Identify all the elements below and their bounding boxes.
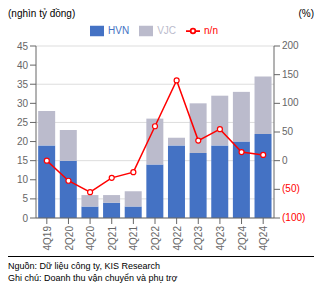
svg-text:4Q24: 4Q24 xyxy=(258,226,269,251)
svg-text:4Q19: 4Q19 xyxy=(42,226,53,251)
svg-text:30: 30 xyxy=(17,98,29,109)
svg-text:40: 40 xyxy=(17,60,29,71)
html-text:HVN: HVN xyxy=(108,24,130,36)
svg-text:5: 5 xyxy=(22,193,28,204)
svg-text:45: 45 xyxy=(17,41,29,52)
html-text:Ghi chú: Doanh thu vận chuyển: Ghi chú: Doanh thu vận chuyển và phụ trợ xyxy=(8,273,178,283)
svg-text:25: 25 xyxy=(17,117,29,128)
svg-text:4Q22: 4Q22 xyxy=(172,226,183,251)
html-text:(nghìn tỷ đồng): (nghìn tỷ đồng) xyxy=(8,8,76,19)
svg-text:4Q21: 4Q21 xyxy=(128,226,139,251)
html-text:Nguồn: Dữ liệu công ty, KIS Re: Nguồn: Dữ liệu công ty, KIS Research xyxy=(8,261,160,271)
html-text:n/n: n/n xyxy=(204,24,218,36)
svg-text:2Q20: 2Q20 xyxy=(64,226,75,251)
svg-text:2Q24: 2Q24 xyxy=(237,226,248,251)
svg-text:0: 0 xyxy=(22,213,28,224)
svg-text:0: 0 xyxy=(282,155,288,166)
svg-text:(50): (50) xyxy=(282,183,300,194)
svg-text:(100): (100) xyxy=(282,212,305,223)
html-text:VJC: VJC xyxy=(157,24,177,36)
svg-text:50: 50 xyxy=(282,126,294,137)
svg-text:100: 100 xyxy=(282,97,299,108)
svg-text:10: 10 xyxy=(17,174,29,185)
svg-text:2Q22: 2Q22 xyxy=(150,226,161,251)
svg-text:4Q23: 4Q23 xyxy=(215,226,226,251)
svg-text:2Q23: 2Q23 xyxy=(193,226,204,251)
svg-text:200: 200 xyxy=(282,40,299,51)
svg-text:4Q20: 4Q20 xyxy=(85,226,96,251)
svg-text:2Q21: 2Q21 xyxy=(107,226,118,251)
svg-text:20: 20 xyxy=(17,136,29,147)
svg-text:15: 15 xyxy=(17,155,29,166)
svg-text:35: 35 xyxy=(17,79,29,90)
svg-text:150: 150 xyxy=(282,69,299,80)
